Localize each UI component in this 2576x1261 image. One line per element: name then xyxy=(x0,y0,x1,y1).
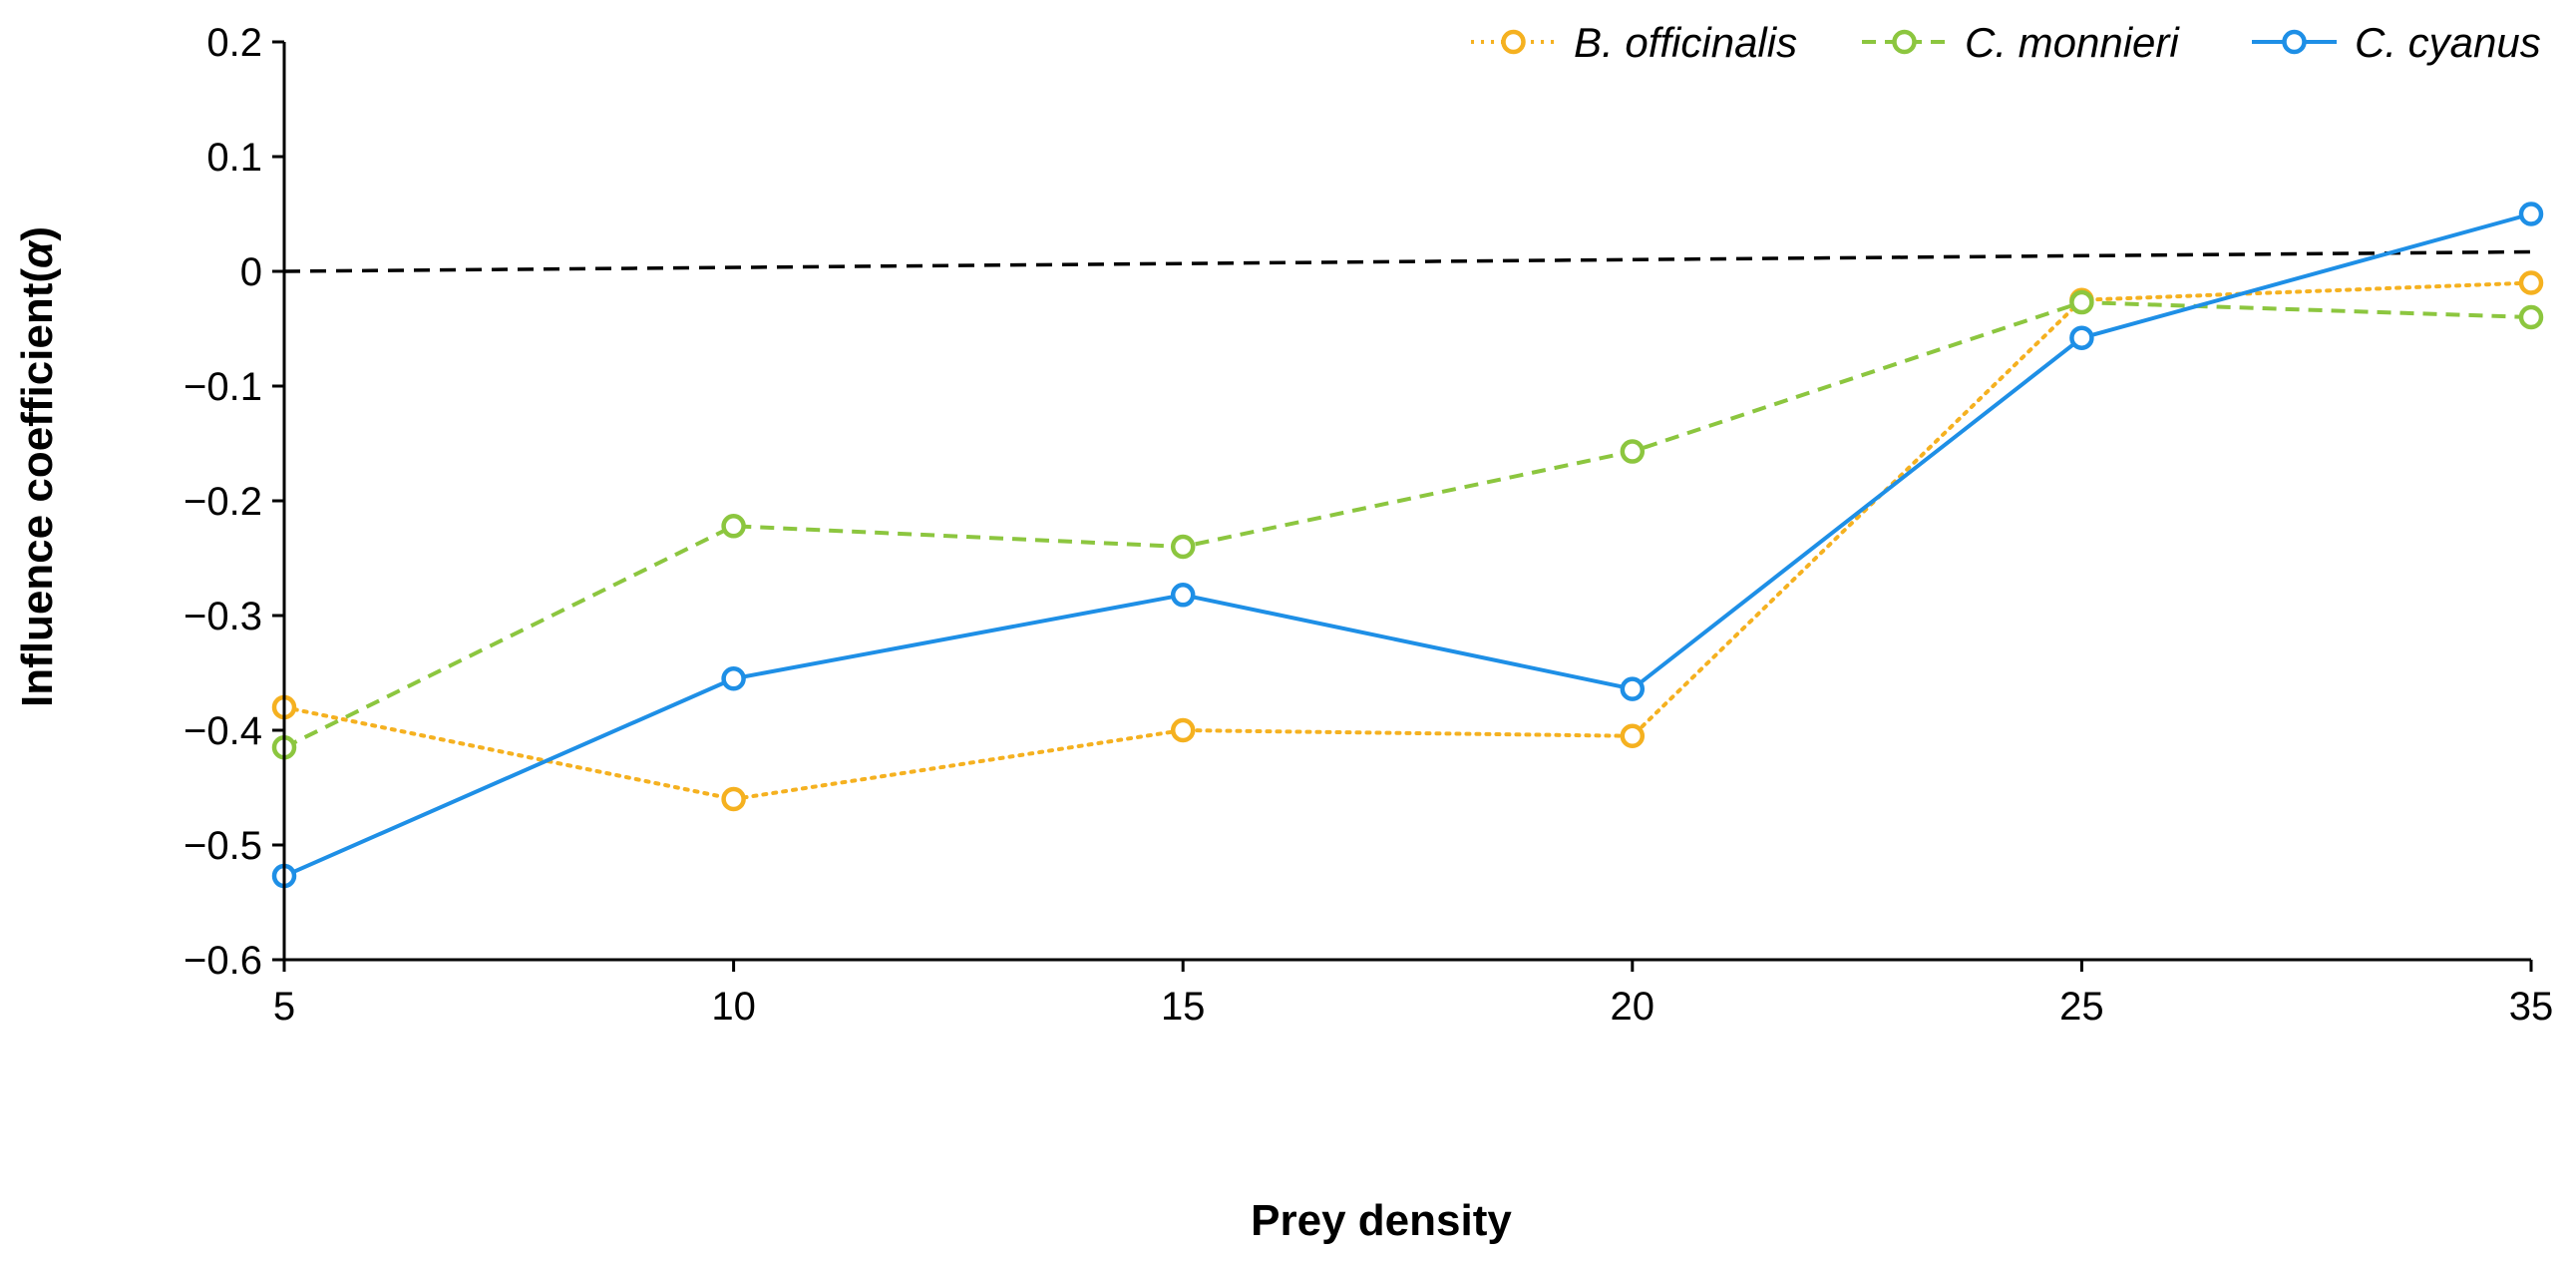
reference-line-layer xyxy=(283,249,2532,273)
x-tick-label: 10 xyxy=(711,985,756,1029)
y-axis-title-prefix: Influence coefficient( xyxy=(13,268,62,707)
legend: B. officinalis C. monnieri C. cyanus xyxy=(1471,19,2541,66)
x-tick-label: 20 xyxy=(1611,985,1656,1029)
y-axis-title-suffix: ) xyxy=(13,226,62,241)
series-c-monnieri xyxy=(271,289,2544,760)
series-line-b-officinalis xyxy=(282,280,2533,801)
reference-line xyxy=(283,249,2532,273)
data-point-c-cyanus xyxy=(1170,583,1196,608)
legend-marker-c-monnieri xyxy=(1892,29,1917,55)
y-tick-label: −0.2 xyxy=(184,480,262,524)
data-point-c-cyanus xyxy=(721,666,746,691)
axes-layer: 0.2 0.1 0 −0.1 −0.2 −0.3 −0.4 −0.5 −0.65 10 15 20 25… xyxy=(184,21,2553,1029)
series-layer xyxy=(271,202,2544,889)
y-tick-label: 0.2 xyxy=(206,21,262,65)
y-tick-label: −0.5 xyxy=(184,824,262,868)
series-line-c-cyanus xyxy=(283,211,2532,878)
data-point-c-monnieri xyxy=(2069,289,2094,315)
y-tick-label: 0.1 xyxy=(206,136,262,180)
legend-label-c-cyanus: C. cyanus xyxy=(2355,19,2541,66)
y-axis-title-symbol: α xyxy=(13,239,62,268)
y-tick-label: 0 xyxy=(240,250,262,294)
data-point-b-officinalis xyxy=(1620,723,1646,748)
data-point-c-cyanus xyxy=(1620,676,1646,701)
x-tick-label: 5 xyxy=(273,985,295,1029)
legend-marker-b-officinalis xyxy=(1501,29,1526,55)
legend-label-c-monnieri: C. monnieri xyxy=(1965,19,2180,66)
data-point-c-monnieri xyxy=(1170,534,1196,560)
x-tick-label: 35 xyxy=(2509,985,2554,1029)
series-line-c-monnieri xyxy=(283,300,2532,750)
data-point-c-monnieri xyxy=(2518,304,2544,330)
y-tick-label: −0.3 xyxy=(184,595,262,638)
x-tick-label: 15 xyxy=(1161,985,1206,1029)
data-point-b-officinalis xyxy=(1170,717,1196,743)
legend-marker-c-cyanus xyxy=(2282,29,2307,55)
data-point-c-cyanus xyxy=(2518,202,2544,226)
y-tick-label: −0.6 xyxy=(184,939,262,983)
y-tick-label: −0.1 xyxy=(184,365,262,409)
x-tick-label: 25 xyxy=(2059,985,2104,1029)
x-axis-title: Prey density xyxy=(1251,1196,1512,1245)
y-tick-label: −0.4 xyxy=(184,709,262,753)
data-point-c-cyanus xyxy=(2069,325,2094,350)
series-c-cyanus xyxy=(271,202,2544,889)
data-point-b-officinalis xyxy=(721,786,746,812)
data-point-c-monnieri xyxy=(721,514,746,539)
data-point-c-monnieri xyxy=(1620,439,1646,464)
data-point-b-officinalis xyxy=(2518,270,2544,295)
series-b-officinalis xyxy=(271,270,2544,812)
legend-label-b-officinalis: B. officinalis xyxy=(1574,19,1797,66)
y-axis-title: Influence coefficient(α) xyxy=(13,226,62,707)
